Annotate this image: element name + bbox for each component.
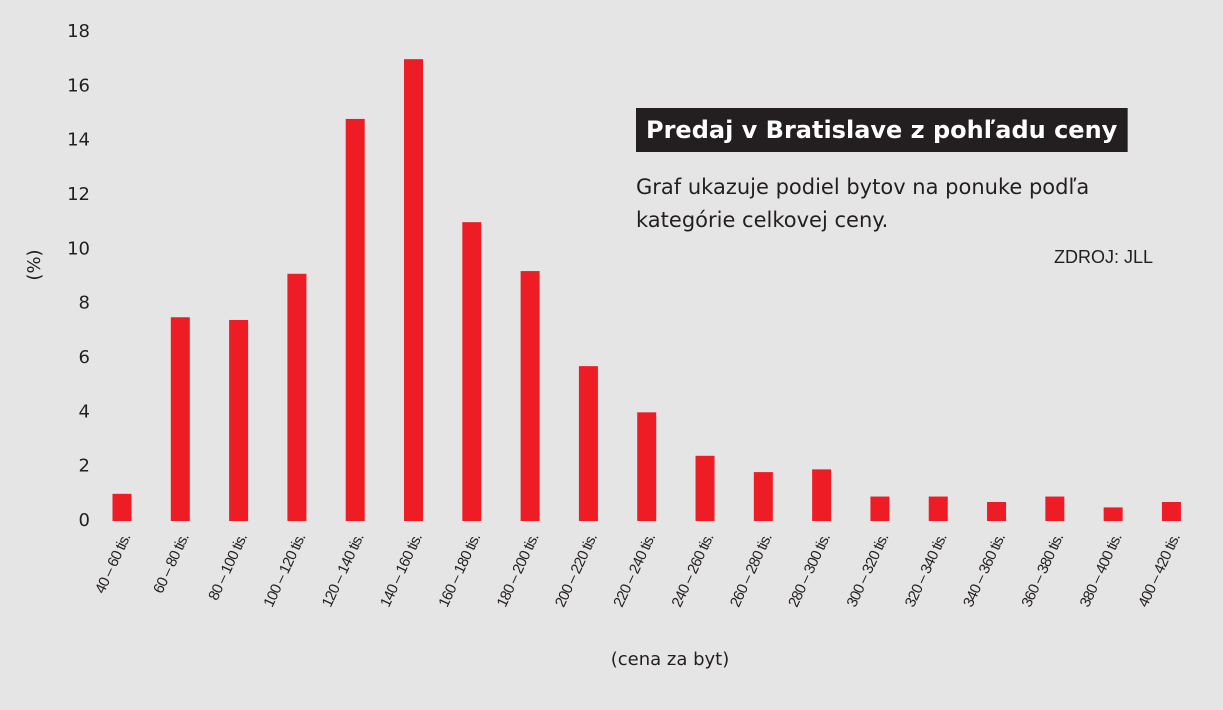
bar <box>287 273 307 521</box>
y-tick-label: 2 <box>79 456 90 477</box>
chart-title: Predaj v Bratislave z pohľadu ceny <box>646 116 1118 144</box>
y-axis-label: (%) <box>24 249 45 280</box>
bar <box>987 501 1007 521</box>
y-tick-label: 14 <box>67 130 90 151</box>
bar <box>812 469 832 521</box>
bar <box>229 319 249 521</box>
y-tick-label: 0 <box>79 510 90 531</box>
bar <box>870 496 890 521</box>
bar <box>1045 496 1065 521</box>
bar <box>345 118 365 521</box>
y-tick-label: 16 <box>67 75 90 96</box>
bar <box>1161 501 1181 521</box>
y-tick-label: 18 <box>67 21 90 42</box>
bar <box>928 496 948 521</box>
bar <box>637 412 657 521</box>
source: ZDROJ: JLL <box>1054 247 1153 267</box>
y-tick-label: 8 <box>79 293 90 314</box>
bar <box>170 317 190 521</box>
x-axis-label: (cena za byt) <box>611 649 730 670</box>
y-tick-label: 12 <box>67 184 90 205</box>
bar <box>753 472 773 521</box>
bar <box>578 366 598 521</box>
bar <box>520 271 540 521</box>
y-tick-label: 10 <box>67 238 90 259</box>
bar <box>112 493 132 521</box>
bar <box>404 59 424 522</box>
bar <box>462 222 482 521</box>
title-box <box>636 108 1128 152</box>
bar <box>695 455 715 521</box>
y-tick-label: 6 <box>79 347 90 368</box>
subtitle: kategórie celkovej ceny. <box>636 208 888 232</box>
subtitle: Graf ukazuje podiel bytov na ponuke podľ… <box>636 175 1089 199</box>
y-tick-label: 4 <box>79 401 90 422</box>
bar <box>1103 507 1123 521</box>
